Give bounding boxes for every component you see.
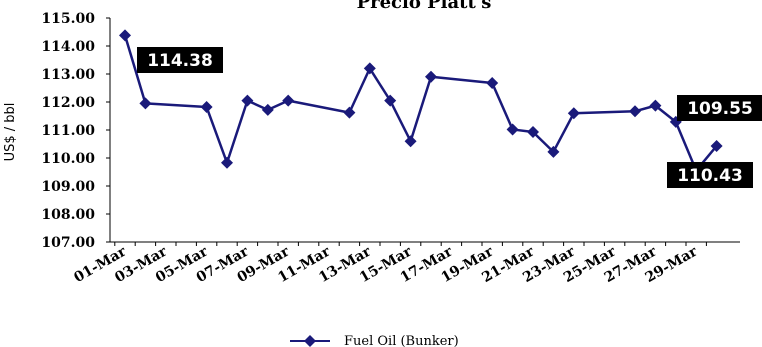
- y-tick-label: 113.00: [41, 67, 95, 83]
- data-label: 114.38: [147, 51, 213, 71]
- x-axis: 01-Mar03-Mar05-Mar07-Mar09-Mar11-Mar13-M…: [71, 241, 740, 286]
- data-point: [384, 94, 397, 107]
- y-tick-label: 112.00: [41, 95, 95, 111]
- data-label-box: [137, 47, 223, 73]
- y-tick-label: 115.00: [41, 11, 95, 27]
- legend: Fuel Oil (Bunker): [290, 334, 459, 347]
- data-point: [139, 97, 152, 110]
- y-tick-label: 108.00: [41, 207, 95, 223]
- y-tick-label: 111.00: [41, 123, 95, 139]
- data-point: [527, 125, 539, 138]
- data-point: [404, 135, 417, 148]
- data-point: [506, 123, 519, 136]
- data-label: 109.55: [687, 99, 753, 119]
- data-labels: 114.38 109.55 110.43: [137, 47, 762, 188]
- y-tick-label: 110.00: [41, 151, 95, 167]
- data-point: [282, 94, 295, 107]
- data-point: [261, 103, 274, 116]
- chart-title: Precio Platt's: [357, 0, 492, 13]
- data-point: [649, 99, 662, 112]
- data-point: [363, 62, 376, 75]
- data-label-box: [667, 162, 753, 188]
- data-point: [710, 139, 723, 152]
- data-point: [567, 107, 580, 120]
- data-point: [486, 76, 499, 89]
- data-point: [221, 156, 233, 169]
- legend-marker: [304, 335, 316, 347]
- series-line: [123, 35, 718, 172]
- data-point: [425, 70, 437, 83]
- y-axis-label: US$ / bbl: [3, 103, 18, 162]
- data-point: [343, 106, 356, 119]
- y-tick-label: 109.00: [41, 179, 95, 195]
- data-point: [200, 101, 213, 114]
- data-point: [547, 145, 560, 158]
- data-point: [241, 94, 254, 107]
- data-label-box: [677, 95, 762, 121]
- data-point: [629, 105, 641, 118]
- data-label: 110.43: [677, 166, 743, 186]
- y-tick-label: 114.00: [41, 39, 95, 55]
- y-tick-label: 107.00: [41, 235, 95, 251]
- y-axis: 107.00 108.00 109.00 110.00 111.00 112.00 113.…: [41, 11, 111, 251]
- data-point: [119, 29, 131, 42]
- legend-label: Fuel Oil (Bunker): [344, 334, 459, 347]
